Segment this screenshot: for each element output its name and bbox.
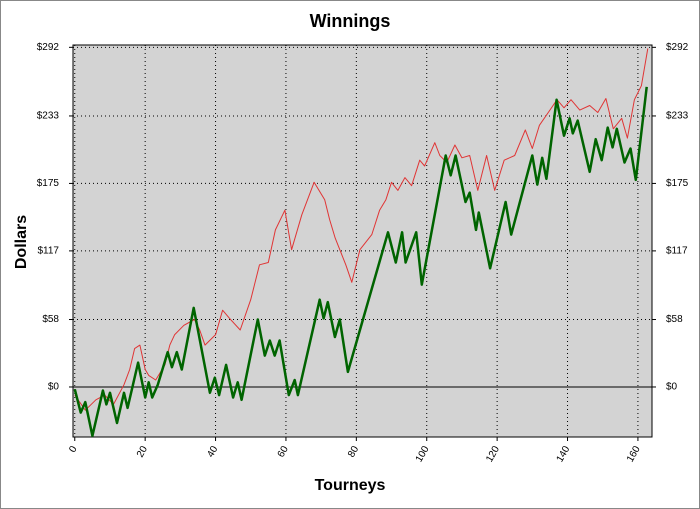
y-tick-label: $117 xyxy=(37,246,59,257)
x-tick-label: 80 xyxy=(346,444,361,460)
y-tick-label: $233 xyxy=(37,111,60,122)
series-line xyxy=(73,86,648,438)
x-tick-label: 40 xyxy=(205,444,220,460)
chart-title: Winnings xyxy=(310,11,391,31)
y2-tick-label: $175 xyxy=(666,178,689,189)
y-axis-title: Dollars xyxy=(13,215,30,269)
y-tick-label: $0 xyxy=(48,382,60,393)
y2-tick-label: $58 xyxy=(666,314,683,325)
y2-tick-label: $117 xyxy=(666,246,688,257)
y2-tick-label: $0 xyxy=(666,382,678,393)
x-tick-label: 0 xyxy=(67,444,80,455)
y-tick-label: $292 xyxy=(37,42,60,53)
y-tick-label: $58 xyxy=(42,314,59,325)
y2-tick-label: $233 xyxy=(666,111,689,122)
y2-tick-label: $292 xyxy=(666,42,689,53)
x-axis-title: Tourneys xyxy=(315,477,386,494)
y-tick-label: $175 xyxy=(37,178,60,189)
x-tick-label: 60 xyxy=(276,444,291,460)
x-tick-label: 20 xyxy=(135,444,150,460)
